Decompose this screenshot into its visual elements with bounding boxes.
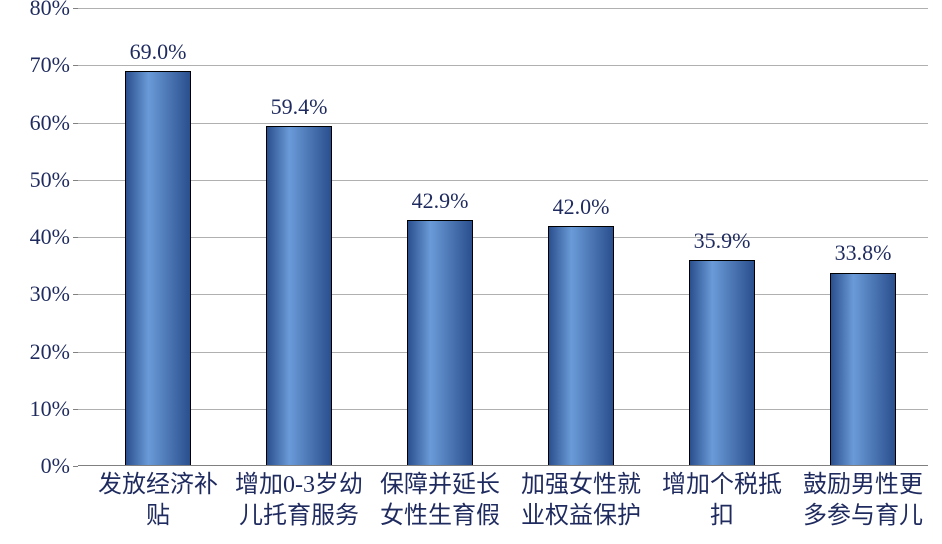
x-axis-label: 增加个税抵扣	[662, 470, 782, 532]
y-axis-tick	[73, 237, 78, 238]
bar	[830, 273, 896, 467]
y-axis-label: 20%	[10, 339, 70, 365]
bars-layer	[78, 8, 928, 466]
y-axis-label: 60%	[10, 110, 70, 136]
y-axis-label: 30%	[10, 281, 70, 307]
y-axis-tick	[73, 123, 78, 124]
y-axis-label: 80%	[10, 0, 70, 21]
y-axis-tick	[73, 466, 78, 467]
y-axis-tick	[73, 294, 78, 295]
bar	[266, 126, 332, 466]
y-axis-tick	[73, 180, 78, 181]
y-axis-label: 0%	[10, 453, 70, 479]
x-axis-line	[78, 465, 928, 466]
y-axis-tick	[73, 409, 78, 410]
bar	[689, 260, 755, 466]
y-axis-label: 40%	[10, 224, 70, 250]
bar	[407, 220, 473, 466]
bar	[548, 226, 614, 466]
value-label: 69.0%	[130, 39, 187, 65]
bar	[125, 71, 191, 466]
y-axis-tick	[73, 352, 78, 353]
y-axis-label: 50%	[10, 167, 70, 193]
y-axis-label: 10%	[10, 396, 70, 422]
y-axis-tick	[73, 65, 78, 66]
plot-area	[78, 8, 928, 466]
x-axis-label: 发放经济补贴	[98, 470, 218, 532]
value-label: 42.9%	[412, 188, 469, 214]
y-axis-label: 70%	[10, 52, 70, 78]
value-label: 35.9%	[694, 228, 751, 254]
bar-chart: 0% 10% 20% 30% 40% 50% 60% 70% 80% 69.0% 发放经济补贴 59.…	[0, 0, 942, 544]
value-label: 42.0%	[553, 194, 610, 220]
y-axis-tick	[73, 8, 78, 9]
value-label: 59.4%	[271, 94, 328, 120]
x-axis-label: 鼓励男性更多参与育儿	[803, 470, 923, 532]
value-label: 33.8%	[835, 240, 892, 266]
x-axis-label: 加强女性就业权益保护	[521, 470, 641, 532]
x-axis-label: 增加0-3岁幼儿托育服务	[235, 470, 363, 532]
x-axis-label: 保障并延长女性生育假	[380, 470, 500, 532]
